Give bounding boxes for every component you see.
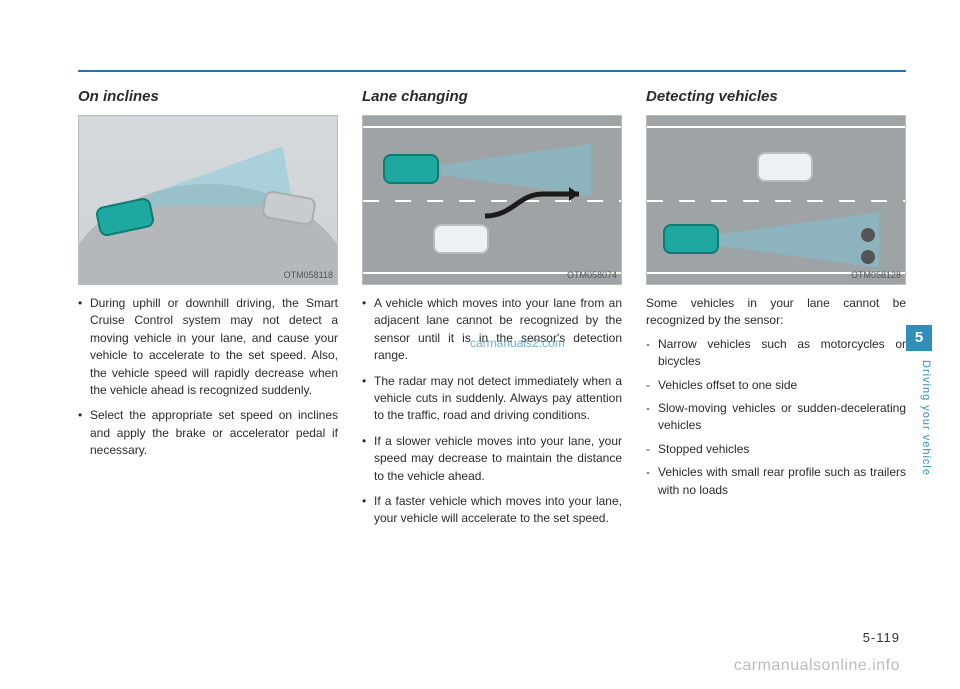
- vehicle-secondary-icon: [757, 152, 813, 182]
- motorcycle-icon: [861, 228, 875, 242]
- list-item: The radar may not detect immediately whe…: [362, 373, 622, 425]
- figure-id: OTM058128: [851, 270, 901, 280]
- list-item: A vehicle which moves into your lane fro…: [362, 295, 622, 365]
- manual-page: 5 Driving your vehicle On inclines OTM05…: [0, 0, 960, 689]
- list-item: Narrow vehicles such as motorcycles or b…: [646, 336, 906, 371]
- bullet-list: During uphill or downhill driving, the S…: [78, 295, 338, 460]
- vehicle-primary-icon: [383, 154, 439, 184]
- heading: Lane changing: [362, 88, 622, 105]
- lane-edge: [647, 126, 905, 128]
- merge-arrow-icon: [483, 186, 593, 226]
- watermark-footer: carmanualsonline.info: [734, 657, 900, 675]
- list-item: Vehicles offset to one side: [646, 377, 906, 394]
- page-number: 5-119: [863, 630, 900, 645]
- list-item: Slow-moving vehicles or sudden-decelerat…: [646, 400, 906, 435]
- lead-text: Some vehicles in your lane cannot be rec…: [646, 295, 906, 330]
- figure-on-inclines: OTM058118: [78, 115, 338, 285]
- vehicle-primary-icon: [663, 224, 719, 254]
- column-lane-changing: Lane changing OTM058074 A vehicle: [362, 88, 622, 536]
- figure-detecting-vehicles: OTM058128: [646, 115, 906, 285]
- list-item: If a slower vehicle moves into your lane…: [362, 433, 622, 485]
- list-item: During uphill or downhill driving, the S…: [78, 295, 338, 399]
- list-item: If a faster vehicle which moves into you…: [362, 493, 622, 528]
- vehicle-secondary-icon: [433, 224, 489, 254]
- chapter-tab: 5: [906, 325, 932, 351]
- figure-id: OTM058118: [284, 270, 333, 280]
- figure-id: OTM058074: [567, 270, 617, 280]
- list-item: Vehicles with small rear profile such as…: [646, 464, 906, 499]
- heading: On inclines: [78, 88, 338, 105]
- bullet-list: A vehicle which moves into your lane fro…: [362, 295, 622, 528]
- lane-edge: [363, 126, 621, 128]
- motorcycle-icon: [861, 250, 875, 264]
- column-on-inclines: On inclines OTM058118 During uphill or d…: [78, 88, 338, 536]
- top-rule: [78, 70, 906, 72]
- heading: Detecting vehicles: [646, 88, 906, 105]
- column-detecting-vehicles: Detecting vehicles OTM058128 Some vehicl…: [646, 88, 906, 536]
- lane-dash: [647, 200, 905, 202]
- list-item: Select the appropriate set speed on incl…: [78, 407, 338, 459]
- figure-lane-changing: OTM058074: [362, 115, 622, 285]
- dash-list: Narrow vehicles such as motorcycles or b…: [646, 336, 906, 499]
- list-item: Stopped vehicles: [646, 441, 906, 458]
- columns: On inclines OTM058118 During uphill or d…: [78, 88, 906, 536]
- chapter-label: Driving your vehicle: [912, 360, 932, 520]
